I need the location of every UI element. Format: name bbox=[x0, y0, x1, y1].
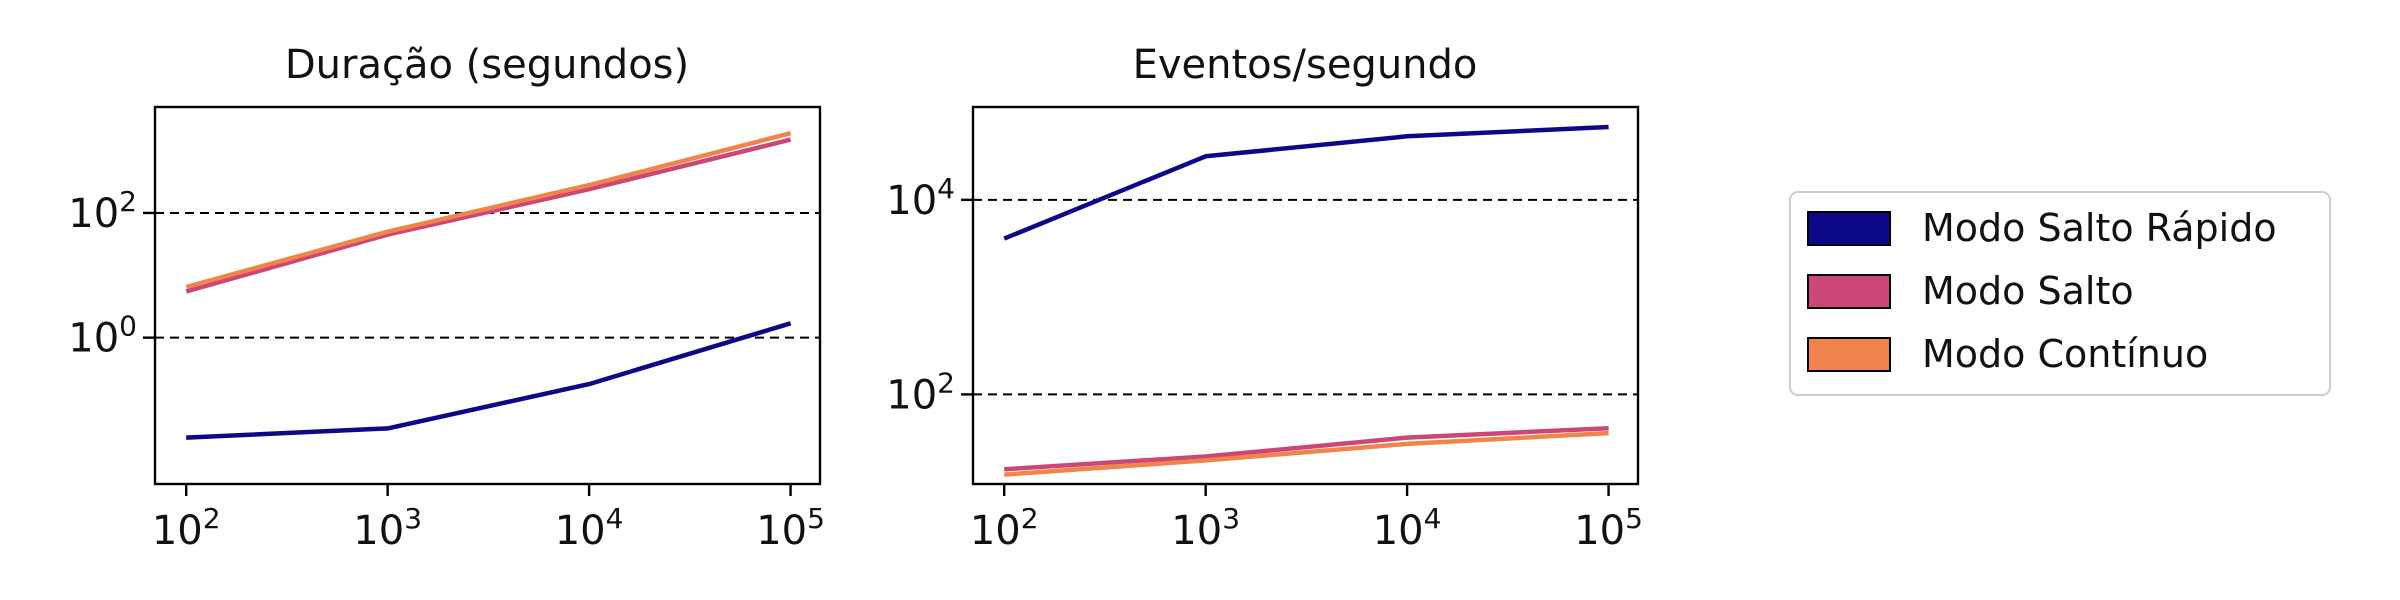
legend-swatch bbox=[1807, 211, 1891, 246]
x-tick-label: 103 bbox=[353, 502, 422, 554]
legend-box bbox=[1789, 191, 2331, 396]
x-tick-label: 102 bbox=[152, 502, 221, 554]
plot-frame bbox=[153, 105, 822, 486]
chart-panel-events: Eventos/segundo 102 103 104 105 104 102 bbox=[886, 42, 1643, 554]
legend-label: Modo Salto Rápido bbox=[1922, 206, 2277, 250]
gridlines bbox=[155, 211, 820, 339]
x-tick-label: 105 bbox=[1574, 502, 1643, 554]
series-line-modo-cont-nuo bbox=[185, 131, 792, 290]
gridlines bbox=[973, 198, 1638, 396]
legend: Modo Salto Rápido Modo Salto Modo Contínuo bbox=[1789, 191, 2331, 396]
y-axis-ticks: 102 100 bbox=[68, 185, 155, 362]
plot-frame bbox=[971, 105, 1640, 486]
legend-label: Modo Contínuo bbox=[1922, 332, 2208, 376]
y-tick-label: 102 bbox=[68, 185, 137, 237]
y-tick-label: 104 bbox=[886, 172, 955, 224]
legend-swatch bbox=[1807, 274, 1891, 309]
x-axis-ticks: 102 103 104 105 bbox=[152, 484, 825, 554]
legend-label: Modo Salto bbox=[1922, 269, 2134, 313]
chart-title: Duração (segundos) bbox=[285, 42, 689, 88]
chart-panel-duration: Duração (segundos) 102 103 104 105 102 100 bbox=[68, 42, 825, 554]
series-line-modo-salto bbox=[1004, 425, 1609, 472]
chart-title: Eventos/segundo bbox=[1133, 42, 1478, 88]
y-tick-label: 102 bbox=[886, 366, 955, 418]
x-tick-label: 105 bbox=[756, 502, 825, 554]
x-tick-label: 103 bbox=[1171, 502, 1240, 554]
x-tick-label: 102 bbox=[970, 502, 1039, 554]
series-line-modo-cont-nuo bbox=[1004, 430, 1609, 477]
series-line-modo-salto-r-pido bbox=[1003, 124, 1609, 241]
y-axis-ticks: 104 102 bbox=[886, 172, 973, 418]
series-line-modo-salto-r-pido bbox=[186, 321, 792, 440]
x-axis-ticks: 102 103 104 105 bbox=[970, 484, 1643, 554]
series-group bbox=[185, 131, 792, 440]
series-group bbox=[1003, 124, 1609, 477]
series-line-modo-salto bbox=[185, 137, 792, 294]
legend-swatch bbox=[1807, 337, 1891, 372]
y-tick-label: 100 bbox=[68, 310, 137, 362]
x-tick-label: 104 bbox=[1373, 502, 1442, 554]
x-tick-label: 104 bbox=[555, 502, 624, 554]
